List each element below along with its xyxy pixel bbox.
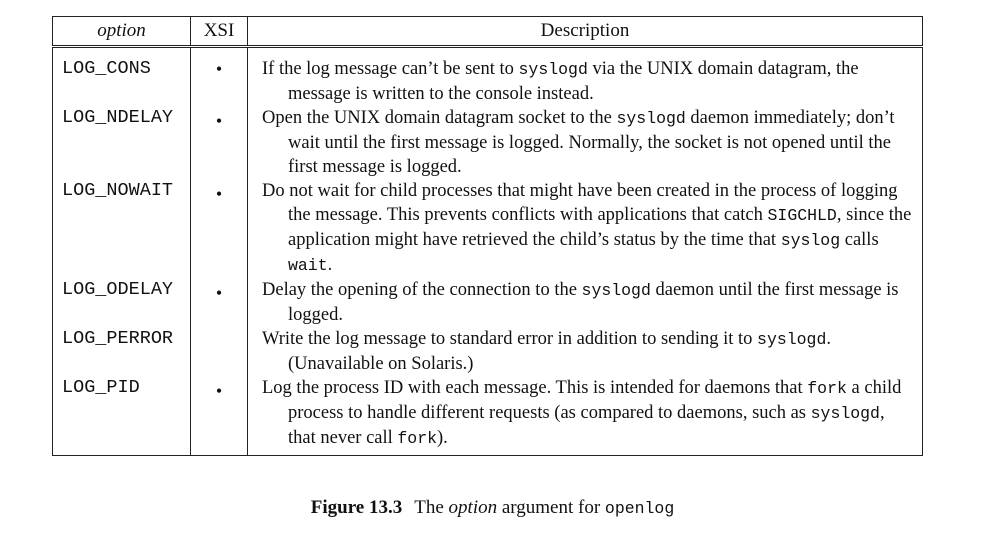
description-text: Open the UNIX domain datagram socket to … (262, 106, 914, 179)
description-fragment: If the log message can’t be sent to (262, 59, 519, 79)
table-header-row: option XSI Description (52, 16, 923, 48)
option-name: LOG_ODELAY (62, 279, 174, 300)
xsi-bullet: • (190, 179, 248, 278)
table-row: LOG_PID • Log the process ID with each mes… (53, 376, 923, 456)
option-description: If the log message can’t be sent to sysl… (247, 46, 923, 106)
description-fragment: via the UNIX domain datagram, the messag… (288, 59, 859, 104)
description-text: Delay the opening of the connection to t… (262, 278, 914, 327)
option-description: Open the UNIX domain datagram socket to … (247, 106, 923, 179)
table-row: LOG_NOWAIT • Do not wait for child process… (53, 179, 923, 278)
xsi-bullet (190, 327, 248, 376)
caption-pre: The (414, 497, 449, 518)
description-fragment: . (Unavailable on Solaris.) (288, 329, 831, 374)
description-fragment: a child process to handle different requ… (288, 378, 902, 423)
code-term: fork (807, 379, 847, 398)
code-term: fork (397, 429, 438, 448)
code-term: syslogd (757, 330, 827, 349)
description-fragment: daemon immediately; don’t wait until the… (288, 108, 895, 177)
option-description: Delay the opening of the connection to t… (247, 278, 923, 327)
option-description: Write the log message to standard error … (247, 327, 923, 376)
options-table: option XSI Description LOG_CONS • If the l… (52, 16, 923, 456)
code-term: wait (288, 256, 328, 275)
description-fragment: Do not wait for child processes that mig… (262, 181, 898, 225)
description-fragment: , since the application might have retri… (288, 205, 912, 250)
description-text: Do not wait for child processes that mig… (262, 179, 914, 278)
description-text: If the log message can’t be sent to sysl… (262, 57, 914, 106)
option-name: LOG_NDELAY (62, 107, 174, 128)
option-name: LOG_PID (62, 377, 140, 398)
table-row: LOG_ODELAY • Delay the opening of the conn… (53, 278, 923, 327)
table-row: LOG_PERROR Write the log message to stand… (53, 327, 923, 376)
description-text: Log the process ID with each message. Th… (262, 376, 914, 451)
description-fragment: . (327, 255, 333, 275)
caption-code: openlog (604, 499, 675, 518)
table-row: LOG_NDELAY • Open the UNIX domain datagram… (53, 106, 923, 179)
code-term: SIGCHLD (767, 206, 837, 225)
xsi-bullet: • (190, 376, 248, 456)
code-term: syslog (780, 231, 841, 250)
option-description: Log the process ID with each message. Th… (247, 376, 923, 456)
xsi-bullet: • (190, 106, 248, 179)
header-option: option (52, 16, 191, 48)
caption-label: Figure 13.3 (310, 497, 403, 518)
code-term: syslogd (581, 281, 651, 300)
code-term: syslogd (616, 109, 686, 128)
description-fragment: Log the process ID with each message. Th… (262, 378, 808, 398)
header-xsi: XSI (190, 16, 248, 48)
option-description: Do not wait for child processes that mig… (247, 179, 923, 278)
description-fragment: calls (840, 230, 879, 250)
table-body: LOG_CONS • If the log message can’t be sen… (53, 46, 923, 456)
figure-caption: Figure 13.3 The option argument for openl… (0, 497, 985, 519)
description-text: Write the log message to standard error … (262, 327, 914, 376)
xsi-bullet: • (190, 278, 248, 327)
description-fragment: Open the UNIX domain datagram socket to … (262, 108, 617, 128)
xsi-bullet: • (190, 46, 248, 106)
code-term: syslogd (518, 60, 588, 79)
option-name: LOG_PERROR (62, 328, 174, 349)
description-fragment: ). (437, 428, 448, 448)
option-name: LOG_CONS (62, 58, 151, 79)
description-fragment: , that never call (288, 403, 885, 448)
header-description: Description (247, 16, 923, 48)
caption-mid: argument for (497, 497, 605, 518)
code-term: syslogd (810, 404, 880, 423)
caption-italic: option (448, 497, 498, 518)
option-name: LOG_NOWAIT (62, 180, 174, 201)
description-fragment: Delay the opening of the connection to t… (262, 280, 582, 300)
table-row: LOG_CONS • If the log message can’t be sen… (53, 46, 923, 106)
description-fragment: daemon until the first message is logged… (288, 280, 899, 325)
description-fragment: Write the log message to standard error … (262, 329, 758, 349)
